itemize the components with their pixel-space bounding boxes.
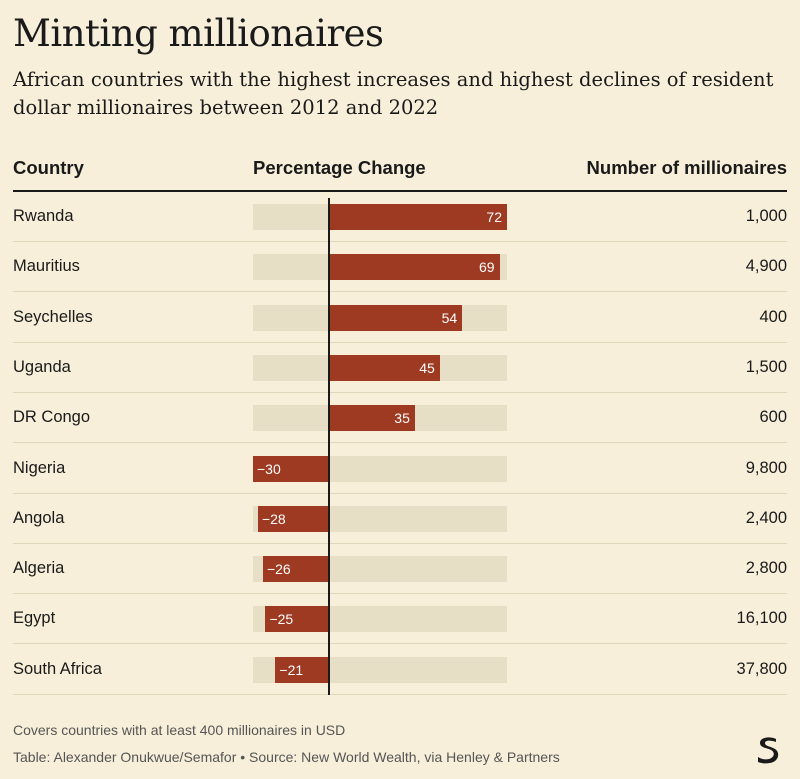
bar-value-label: −28	[261, 510, 286, 527]
bar	[253, 455, 328, 482]
bar	[257, 505, 328, 532]
zero-axis-line	[328, 198, 330, 695]
country-label: Seychelles	[13, 307, 93, 326]
millionaires-count: 1,500	[745, 357, 787, 376]
country-label: Nigeria	[13, 458, 66, 477]
table-row: Egypt −25 16,100	[0, 594, 800, 645]
chart-title: Minting millionaires	[13, 12, 384, 55]
bar-value-label: −30	[257, 460, 281, 477]
source-credit: Table: Alexander Onukwue/Semafor • Sourc…	[13, 749, 560, 765]
row-divider	[13, 593, 787, 595]
bar	[327, 354, 440, 381]
country-label: South Africa	[13, 659, 102, 678]
row-divider	[13, 542, 787, 544]
semafor-logo-icon	[758, 737, 779, 764]
table-row: DR Congo 35 600	[0, 393, 800, 444]
bar-value-label: −26	[266, 561, 291, 578]
footnote: Covers countries with at least 400 milli…	[13, 722, 346, 738]
table-row: South Africa −21 37,800	[0, 645, 800, 695]
bar	[327, 405, 415, 432]
country-label: Algeria	[13, 559, 65, 578]
country-label: Rwanda	[13, 207, 74, 225]
millionaires-count: 9,800	[745, 458, 787, 477]
bar-value-label: 69	[478, 259, 495, 276]
millionaires-count: 16,100	[736, 609, 787, 628]
table-row: Rwanda 72 1,000	[0, 192, 800, 242]
row-divider	[13, 291, 787, 293]
table-row: Angola −28 2,400	[0, 494, 800, 544]
bar	[327, 304, 463, 331]
row-divider	[13, 391, 787, 393]
bar	[262, 556, 328, 583]
millionaires-count: 2,400	[745, 508, 787, 527]
bar	[327, 254, 500, 281]
table-row: Algeria −26 2,800	[0, 544, 800, 595]
millionaires-count: 1,000	[745, 207, 787, 225]
column-header-percentage-change: Percentage Change	[253, 157, 426, 178]
bar-value-label: 35	[394, 410, 410, 427]
header-divider	[13, 190, 787, 192]
bar	[275, 656, 328, 683]
row-divider	[13, 341, 787, 343]
bar	[327, 204, 507, 230]
country-label: Angola	[13, 508, 65, 527]
row-divider	[13, 643, 787, 645]
country-label: DR Congo	[13, 408, 91, 427]
millionaires-count: 400	[759, 307, 787, 326]
table-row: Mauritius 69 4,900	[0, 242, 800, 293]
millionaires-count: 37,800	[736, 659, 787, 678]
row-divider	[13, 241, 787, 242]
bar-value-label: 45	[419, 359, 435, 376]
table-row: Uganda 45 1,500	[0, 343, 800, 393]
table-row: Nigeria −30 9,800	[0, 444, 800, 494]
row-divider	[13, 693, 787, 695]
bar-value-label: 54	[441, 309, 458, 326]
bar	[265, 606, 328, 633]
column-header-number-of-millionaires: Number of millionaires	[586, 157, 787, 178]
row-divider	[13, 492, 787, 494]
bar-value-label: −25	[269, 611, 294, 628]
country-label: Uganda	[13, 357, 71, 376]
millionaires-count: 600	[759, 408, 787, 427]
country-label: Egypt	[13, 609, 56, 628]
country-label: Mauritius	[13, 257, 80, 276]
row-divider	[13, 442, 787, 444]
bar-value-label: −21	[279, 661, 304, 678]
millionaires-count: 4,900	[745, 257, 787, 276]
column-header-country: Country	[13, 157, 84, 178]
millionaires-count: 2,800	[745, 559, 787, 578]
table-row: Seychelles 54 400	[0, 293, 800, 343]
chart-subtitle: African countries with the highest incre…	[13, 68, 774, 119]
bar-value-label: 72	[486, 209, 502, 225]
